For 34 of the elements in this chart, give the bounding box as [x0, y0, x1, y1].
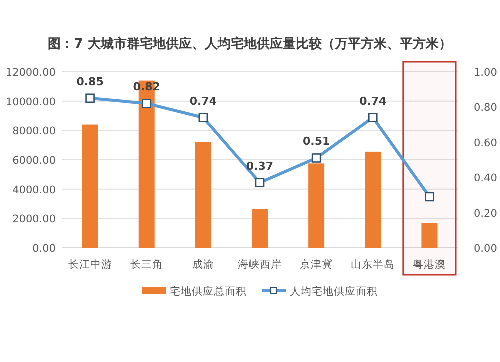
- y-tick-label: 10000.00: [6, 96, 56, 108]
- y2-tick-label: 1.00: [474, 67, 498, 79]
- data-label: 0.85: [76, 75, 104, 88]
- y-tick-label: 8000.00: [12, 126, 56, 138]
- bar: [422, 223, 438, 248]
- x-tick-label: 海峡西岸: [238, 258, 282, 271]
- y-tick-label: 2000.00: [12, 214, 56, 226]
- y-tick-label: 6000.00: [12, 155, 56, 167]
- x-tick-label: 长三角: [130, 258, 164, 271]
- bar: [195, 142, 212, 248]
- x-tick-label: 长江中游: [68, 258, 112, 271]
- y-tick-label: 0.00: [32, 243, 56, 255]
- bar: [308, 164, 325, 248]
- bar: [365, 152, 382, 248]
- chart-title: 图：7 大城市群宅地供应、人均宅地供应量比较（万平方米、平方米）: [48, 36, 452, 52]
- y2-tick-label: 0.80: [474, 102, 498, 114]
- legend-label: 人均宅地供应面积: [290, 285, 378, 298]
- x-tick-label: 京津冀: [300, 258, 334, 271]
- x-tick-label: 粤港澳: [413, 258, 446, 271]
- data-label: 0.51: [303, 135, 330, 148]
- data-label: 0.74: [360, 94, 388, 108]
- y-tick-label: 4000.00: [12, 184, 56, 196]
- legend-label: 宅地供应总面积: [170, 285, 247, 298]
- y2-tick-label: 0.00: [474, 243, 498, 255]
- y-tick-label: 12000.00: [6, 67, 56, 79]
- bar: [82, 124, 98, 248]
- y2-tick-label: 0.40: [474, 172, 498, 185]
- y2-tick-label: 0.60: [474, 137, 498, 150]
- bar: [252, 209, 268, 248]
- y2-tick-label: 0.20: [474, 208, 498, 220]
- x-tick-label: 成渝: [192, 258, 214, 271]
- x-tick-label: 山东半岛: [351, 258, 396, 271]
- data-label: 0.74: [190, 94, 218, 108]
- data-label: 0.37: [246, 160, 274, 173]
